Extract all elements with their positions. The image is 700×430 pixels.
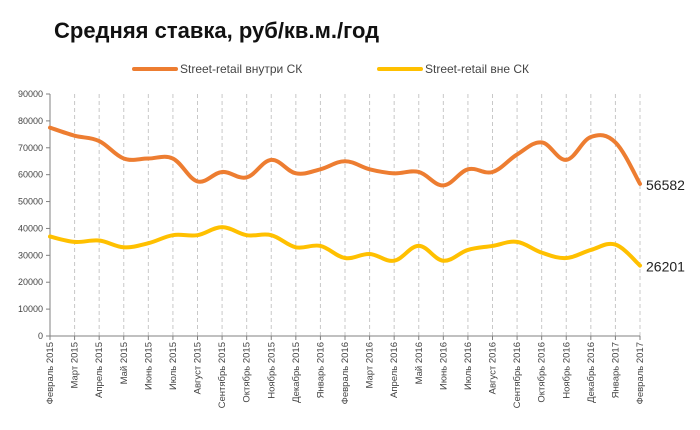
x-tick-label: Октябрь 2016 (537, 342, 548, 403)
y-tick-label: 20000 (18, 277, 43, 287)
data-point-series-2 (564, 256, 568, 260)
data-point-series-1 (245, 175, 249, 179)
data-point-series-2 (294, 245, 298, 249)
data-point-series-2 (491, 244, 495, 248)
data-point-series-2 (97, 239, 101, 243)
data-point-series-2 (220, 225, 224, 229)
data-point-series-1 (73, 134, 77, 138)
x-tick-label: Декабрь 2015 (291, 342, 302, 403)
x-tick-label: Ноябрь 2015 (266, 342, 277, 399)
x-tick-label: Июнь 2016 (438, 342, 449, 390)
data-point-series-2 (515, 240, 519, 244)
y-tick-label: 30000 (18, 250, 43, 260)
data-point-series-2 (638, 264, 642, 268)
x-tick-label: Август 2016 (488, 342, 499, 394)
data-point-series-1 (613, 140, 617, 144)
data-point-series-2 (122, 245, 126, 249)
data-point-series-1 (589, 135, 593, 139)
data-point-series-2 (196, 233, 200, 237)
x-tick-label: Октябрь 2015 (242, 342, 253, 403)
x-tick-label: Июль 2016 (463, 342, 474, 390)
data-point-series-2 (343, 256, 347, 260)
x-tick-label: Апрель 2016 (389, 342, 400, 398)
data-point-series-2 (613, 243, 617, 247)
y-tick-label: 80000 (18, 116, 43, 126)
data-point-series-1 (171, 157, 175, 161)
y-tick-label: 60000 (18, 170, 43, 180)
legend-entry-series-1: Street-retail внутри СК (132, 59, 302, 79)
y-tick-label: 70000 (18, 143, 43, 153)
y-tick-label: 0 (38, 331, 43, 341)
x-tick-label: Февраль 2017 (635, 342, 646, 404)
data-point-series-2 (245, 233, 249, 237)
data-point-series-2 (73, 240, 77, 244)
data-point-series-1 (97, 139, 101, 143)
data-point-series-1 (564, 158, 568, 162)
data-point-series-2 (589, 248, 593, 252)
data-point-series-1 (146, 157, 150, 161)
x-tick-label: Сентябрь 2015 (217, 342, 228, 408)
x-tick-label: Март 2015 (70, 342, 81, 389)
data-point-series-1 (122, 157, 126, 161)
y-tick-label: 10000 (18, 304, 43, 314)
chart-legend: Street-retail внутри СК Street-retail вн… (0, 59, 700, 79)
data-point-series-1 (368, 167, 372, 171)
x-tick-label: Май 2015 (119, 342, 130, 384)
x-tick-label: Февраль 2016 (340, 342, 351, 404)
x-tick-label: Февраль 2015 (45, 342, 56, 404)
legend-swatch-series-1 (132, 67, 178, 71)
data-point-series-1 (269, 158, 273, 162)
series-line-2 (48, 225, 642, 268)
y-tick-label: 50000 (18, 197, 43, 207)
x-tick-label: Январь 2016 (315, 342, 326, 398)
chart-title: Средняя ставка, руб/кв.м./год (54, 18, 380, 43)
x-tick-label: Апрель 2015 (94, 342, 105, 398)
legend-label-series-1: Street-retail внутри СК (180, 62, 303, 76)
y-tick-label: 90000 (18, 89, 43, 99)
data-point-series-1 (392, 171, 396, 175)
data-point-series-1 (466, 167, 470, 171)
legend-label-series-2: Street-retail вне СК (425, 62, 530, 76)
data-point-series-1 (343, 159, 347, 163)
data-point-series-2 (48, 235, 52, 239)
y-tick-label: 40000 (18, 223, 43, 233)
data-point-series-2 (146, 241, 150, 245)
data-point-series-2 (171, 233, 175, 237)
end-value-label-series-1: 56582 (646, 177, 685, 193)
data-point-series-1 (441, 183, 445, 187)
data-point-series-1 (491, 170, 495, 174)
x-tick-label: Июль 2015 (168, 342, 179, 390)
data-point-series-2 (392, 259, 396, 263)
data-point-series-1 (318, 167, 322, 171)
x-tick-label: Июнь 2015 (143, 342, 154, 390)
legend-swatch-series-2 (377, 67, 423, 71)
data-point-series-1 (515, 153, 519, 157)
data-point-series-2 (318, 244, 322, 248)
data-point-series-1 (417, 170, 421, 174)
data-point-series-1 (638, 182, 642, 186)
data-point-series-1 (48, 126, 52, 130)
data-point-series-2 (441, 259, 445, 263)
x-tick-label: Август 2015 (193, 342, 204, 394)
data-point-series-2 (466, 248, 470, 252)
series-line-1 (48, 125, 642, 188)
x-tick-label: Январь 2017 (610, 342, 621, 398)
data-point-series-1 (294, 171, 298, 175)
data-point-series-2 (368, 252, 372, 256)
x-tick-label: Ноябрь 2016 (561, 342, 572, 399)
x-tick-label: Сентябрь 2016 (512, 342, 523, 408)
x-tick-label: Декабрь 2016 (586, 342, 597, 403)
data-point-series-2 (269, 233, 273, 237)
data-point-series-1 (540, 140, 544, 144)
data-point-series-2 (417, 244, 421, 248)
legend-entry-series-2: Street-retail вне СК (377, 59, 529, 79)
data-point-series-1 (220, 170, 224, 174)
end-value-label-series-2: 26201 (646, 259, 685, 275)
x-tick-label: Май 2016 (414, 342, 425, 384)
data-point-series-2 (540, 251, 544, 255)
data-point-series-1 (196, 179, 200, 183)
x-tick-label: Март 2016 (365, 342, 376, 389)
